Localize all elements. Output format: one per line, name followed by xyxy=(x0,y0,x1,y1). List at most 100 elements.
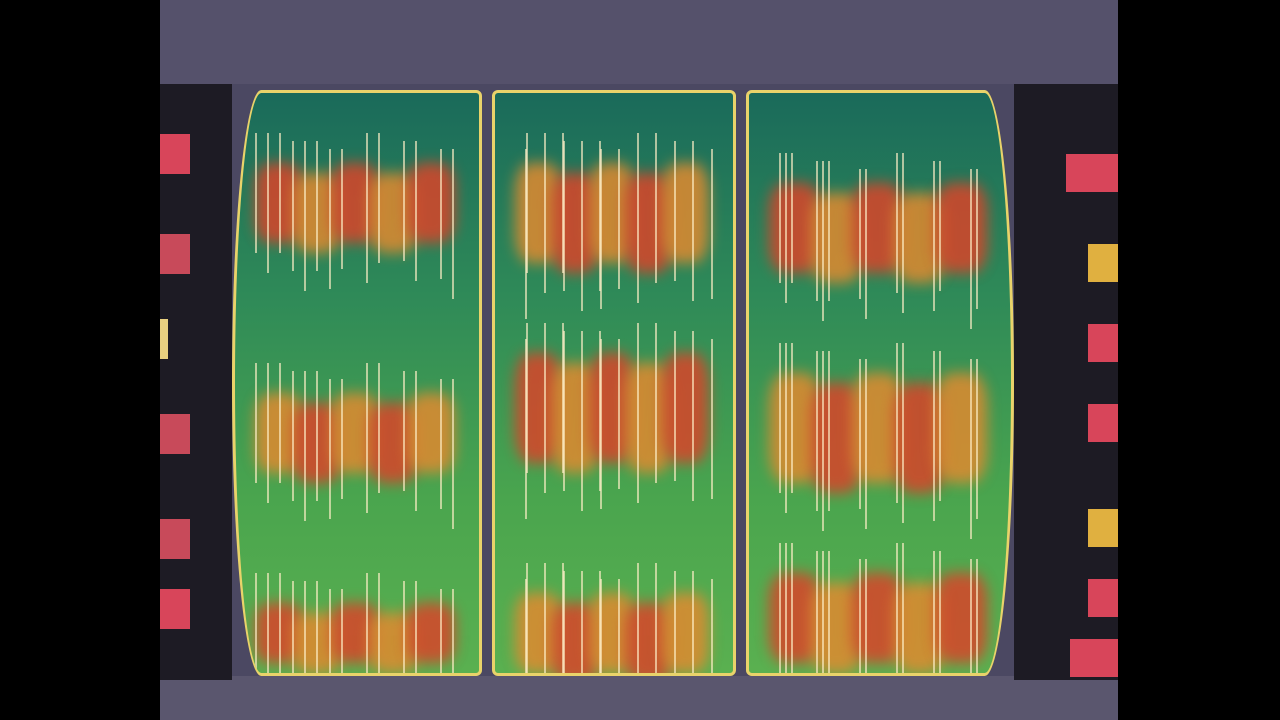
motion-streak xyxy=(316,371,318,501)
motion-streak xyxy=(939,351,941,501)
motion-streak xyxy=(828,351,830,511)
motion-streak xyxy=(562,563,564,673)
motion-streak xyxy=(692,141,694,301)
motion-streak xyxy=(599,141,601,291)
right-light-panel xyxy=(1014,84,1118,680)
motion-streak xyxy=(970,559,972,673)
motion-streak xyxy=(366,573,368,673)
motion-streak xyxy=(785,343,787,513)
motion-streak xyxy=(674,141,676,281)
indicator-light xyxy=(1066,154,1118,192)
motion-streak xyxy=(692,331,694,501)
motion-streak xyxy=(440,149,442,279)
motion-streak xyxy=(267,363,269,503)
motion-streak xyxy=(600,339,602,509)
motion-streak xyxy=(828,161,830,301)
motion-streak xyxy=(562,133,564,273)
motion-streak xyxy=(791,543,793,673)
motion-streak xyxy=(403,581,405,673)
motion-streak xyxy=(440,379,442,509)
motion-streak xyxy=(304,141,306,291)
indicator-light xyxy=(1088,404,1118,442)
motion-streak xyxy=(655,323,657,483)
motion-streak xyxy=(618,339,620,489)
motion-streak xyxy=(366,133,368,283)
motion-streak xyxy=(865,359,867,529)
motion-streak xyxy=(526,563,528,673)
motion-streak xyxy=(403,371,405,491)
motion-streak xyxy=(599,571,601,673)
indicator-light xyxy=(1070,639,1118,677)
motion-streak xyxy=(440,589,442,673)
motion-streak xyxy=(316,581,318,673)
motion-streak xyxy=(822,351,824,531)
motion-streak xyxy=(976,169,978,309)
motion-streak xyxy=(267,133,269,273)
motion-streak xyxy=(292,141,294,271)
motion-streak xyxy=(599,331,601,491)
motion-streak xyxy=(637,133,639,303)
motion-streak xyxy=(970,359,972,539)
motion-streak xyxy=(329,589,331,673)
motion-streak xyxy=(779,343,781,493)
blurred-symbol xyxy=(662,593,709,673)
motion-streak xyxy=(902,543,904,673)
motion-streak xyxy=(711,149,713,299)
motion-streak xyxy=(403,141,405,261)
motion-streak xyxy=(562,323,564,473)
motion-streak xyxy=(581,141,583,311)
left-light-panel xyxy=(160,84,232,680)
motion-streak xyxy=(452,589,454,673)
motion-streak xyxy=(544,323,546,493)
motion-streak xyxy=(378,133,380,263)
motion-streak xyxy=(292,371,294,501)
motion-streak xyxy=(902,153,904,313)
motion-streak xyxy=(822,161,824,321)
motion-streak xyxy=(976,559,978,673)
motion-streak xyxy=(896,343,898,503)
indicator-light xyxy=(160,234,190,274)
motion-streak xyxy=(341,589,343,673)
motion-streak xyxy=(526,133,528,273)
motion-streak xyxy=(255,133,257,253)
motion-streak xyxy=(902,343,904,523)
motion-streak xyxy=(329,379,331,519)
motion-streak xyxy=(779,153,781,283)
motion-streak xyxy=(859,359,861,509)
indicator-light xyxy=(160,134,190,174)
motion-streak xyxy=(341,149,343,269)
motion-streak xyxy=(600,579,602,673)
blurred-symbol xyxy=(935,183,987,273)
motion-streak xyxy=(316,141,318,271)
blurred-symbol xyxy=(662,163,709,263)
motion-streak xyxy=(896,153,898,293)
motion-streak xyxy=(279,363,281,483)
motion-streak xyxy=(933,161,935,311)
motion-streak xyxy=(304,581,306,673)
motion-streak xyxy=(618,149,620,289)
motion-streak xyxy=(600,149,602,309)
motion-streak xyxy=(674,331,676,481)
motion-streak xyxy=(933,351,935,521)
bottom-band xyxy=(160,676,1118,720)
motion-streak xyxy=(859,169,861,299)
indicator-light xyxy=(1088,509,1118,547)
motion-streak xyxy=(563,141,565,291)
motion-streak xyxy=(525,339,527,519)
motion-streak xyxy=(791,343,793,493)
motion-streak xyxy=(637,323,639,503)
motion-streak xyxy=(415,371,417,511)
indicator-light xyxy=(160,519,190,559)
motion-streak xyxy=(341,379,343,499)
motion-streak xyxy=(692,571,694,673)
motion-streak xyxy=(970,169,972,329)
motion-streak xyxy=(637,563,639,673)
motion-streak xyxy=(865,559,867,673)
reel-3 xyxy=(746,90,1014,676)
motion-streak xyxy=(544,563,546,673)
motion-streak xyxy=(791,153,793,283)
blurred-symbol xyxy=(935,573,987,663)
indicator-light xyxy=(1088,324,1118,362)
motion-streak xyxy=(939,161,941,291)
motion-streak xyxy=(292,581,294,673)
